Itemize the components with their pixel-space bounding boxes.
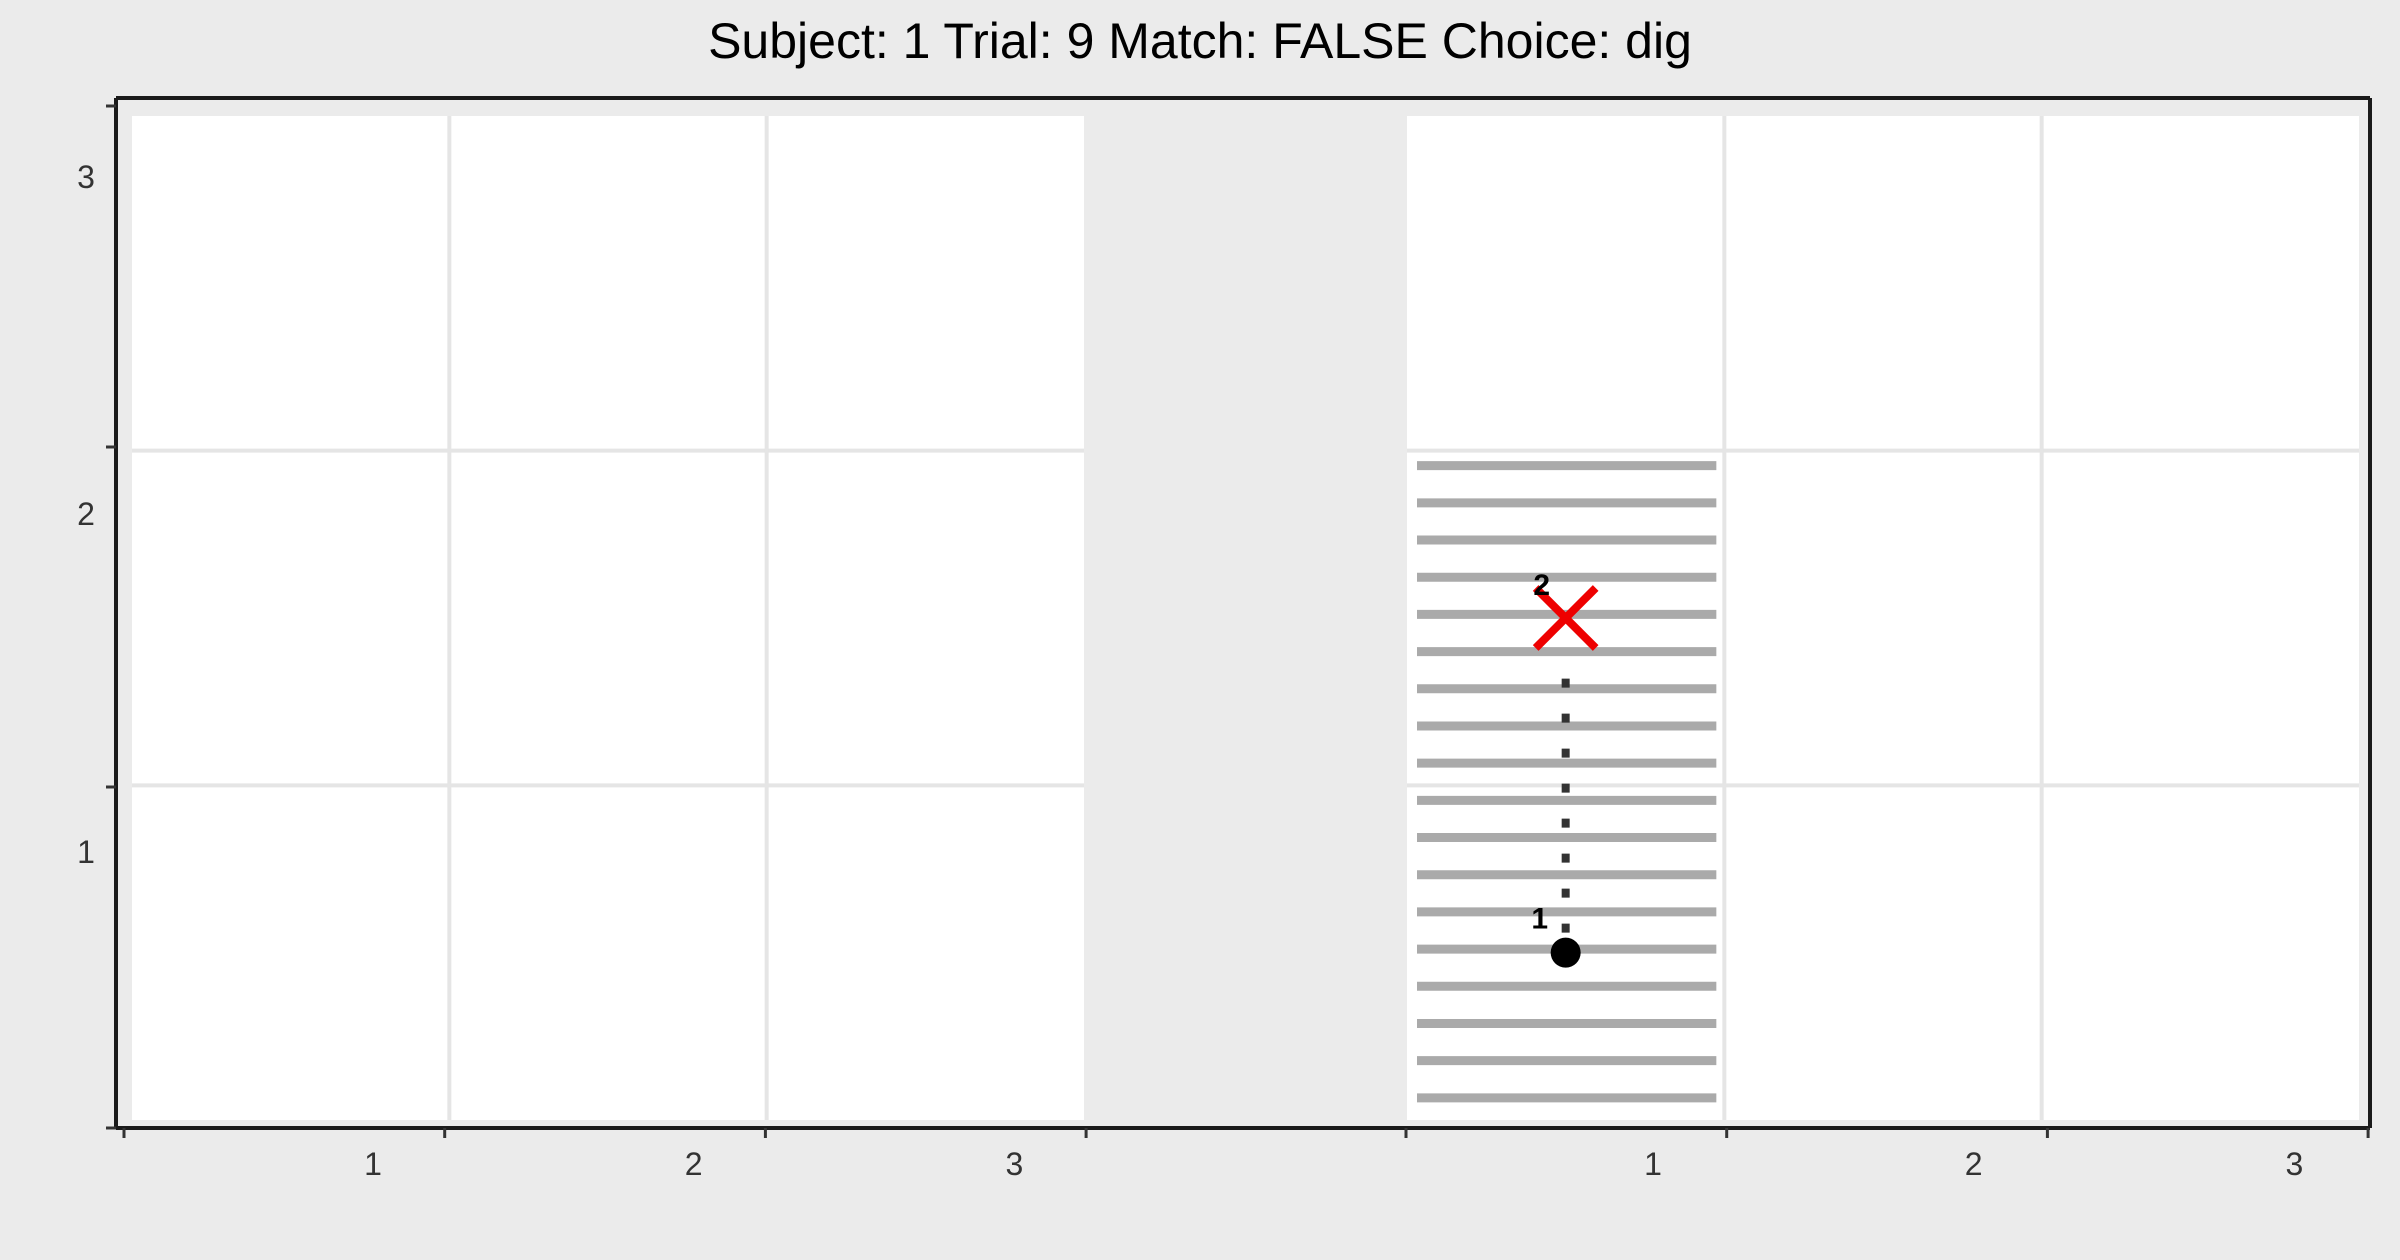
y-tick-label: 1 xyxy=(77,834,95,870)
panel-gap xyxy=(1084,114,1407,1122)
end-point-label: 2 xyxy=(1533,569,1550,602)
start-point-label: 1 xyxy=(1531,903,1548,936)
x-tick-label: 2 xyxy=(685,1146,703,1182)
chart-marks: 1 2 3 1 2 3 1 2 3 1 2 xyxy=(77,96,2372,1182)
panel-left-background xyxy=(132,116,1084,1120)
chart-title: Subject: 1 Trial: 9 Match: FALSE Choice:… xyxy=(708,13,1692,69)
x-tick-label: 1 xyxy=(364,1146,382,1182)
end-point-x-stroke xyxy=(1532,585,1599,651)
x-tick-label: 3 xyxy=(1006,1146,1024,1182)
start-point-marker xyxy=(1550,937,1581,968)
y-tick-label: 3 xyxy=(77,159,95,195)
x-tick-label: 1 xyxy=(1644,1146,1662,1182)
x-tick-label: 2 xyxy=(1965,1146,1983,1182)
y-tick-label: 2 xyxy=(77,496,95,532)
x-tick-label: 3 xyxy=(2286,1146,2304,1182)
